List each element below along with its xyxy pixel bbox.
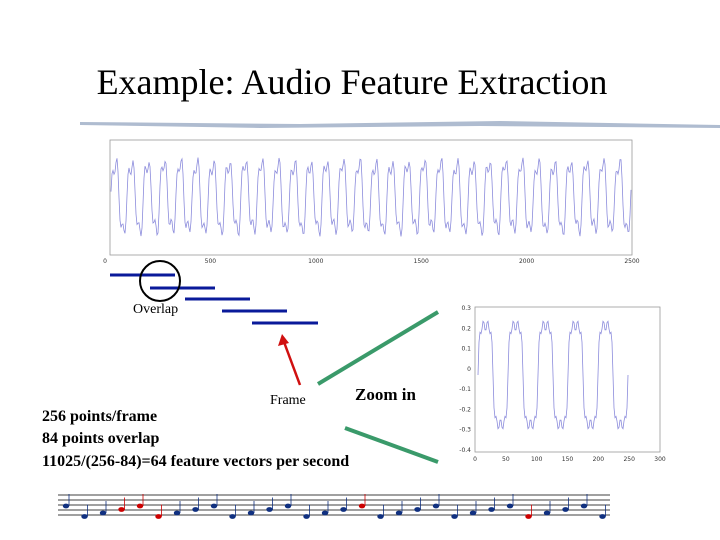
note-head [266,507,273,512]
note-head [173,510,181,516]
x-tick-label: 1000 [308,258,323,265]
plot-frame [474,306,661,453]
x-tick-label: 100 [531,456,543,463]
note-head [506,503,514,509]
note-head [81,514,88,519]
music-staff [58,494,610,519]
x-tick-label: 200 [593,456,605,463]
note-head [432,503,440,509]
plot-frame [109,139,633,256]
y-tick-label: 0.1 [461,346,471,353]
note-head [303,514,310,519]
frame-segments [110,273,318,325]
note-head [414,507,421,512]
notes: 256 points/frame 84 points overlap 11025… [42,408,349,470]
x-tick-label: 50 [502,456,510,463]
note-head [321,510,329,516]
note-head [377,514,384,519]
note-line: 84 points overlap [42,430,159,447]
title: Example: Audio Feature Extraction [97,62,608,102]
frame-label: Frame [270,393,306,408]
note-head [99,510,107,516]
x-tick-label: 0 [103,258,107,265]
x-tick-label: 250 [623,456,635,463]
zoom-line [316,310,440,386]
note-head [155,514,162,519]
title-underline [80,121,720,128]
note-head [599,514,606,519]
y-tick-label: 0.3 [461,305,471,312]
y-tick-label: -0.4 [459,447,471,454]
waveform [477,320,629,430]
y-tick-label: 0 [467,366,471,373]
y-tick-label: 0.2 [461,325,471,332]
overlap-label: Overlap [133,302,178,317]
note-head [562,507,569,512]
arrow-head [278,334,289,346]
x-tick-label: 2500 [624,258,639,265]
note-head [395,510,403,516]
waveform [110,157,632,237]
zoom-line [344,426,439,464]
x-tick-label: 2000 [519,258,534,265]
y-tick-label: -0.3 [459,427,471,434]
note-line: 256 points/frame [42,408,157,425]
y-tick-label: -0.2 [459,406,471,413]
note-head [284,503,292,509]
frame-arrow [282,341,302,386]
note-head [229,514,236,519]
note-line: 11025/(256-84)=64 feature vectors per se… [42,453,349,470]
note-head [488,507,495,512]
overlap-circle [139,260,181,302]
note-head [118,507,125,512]
note-head [358,503,366,509]
x-tick-label: 1500 [414,258,429,265]
note-head [136,503,144,509]
x-tick-label: 300 [654,456,666,463]
y-tick-label: -0.1 [459,386,471,393]
zoom-label: Zoom in [355,385,416,404]
waveform-plot: 0 500 1000 1500 2000 2500 [103,139,640,265]
x-tick-label: 0 [473,456,477,463]
zoom-plot: 0.30.20.10-0.1-0.2-0.3-0.40 50 100 150 200 25… [459,305,666,463]
note-head [525,514,532,519]
note-head [62,503,70,509]
note-head [543,510,551,516]
note-head [469,510,477,516]
note-head [580,503,588,509]
x-tick-label: 150 [562,456,574,463]
note-head [451,514,458,519]
x-tick-label: 500 [205,258,217,265]
note-head [247,510,255,516]
note-head [192,507,199,512]
note-head [210,503,218,509]
note-head [340,507,347,512]
